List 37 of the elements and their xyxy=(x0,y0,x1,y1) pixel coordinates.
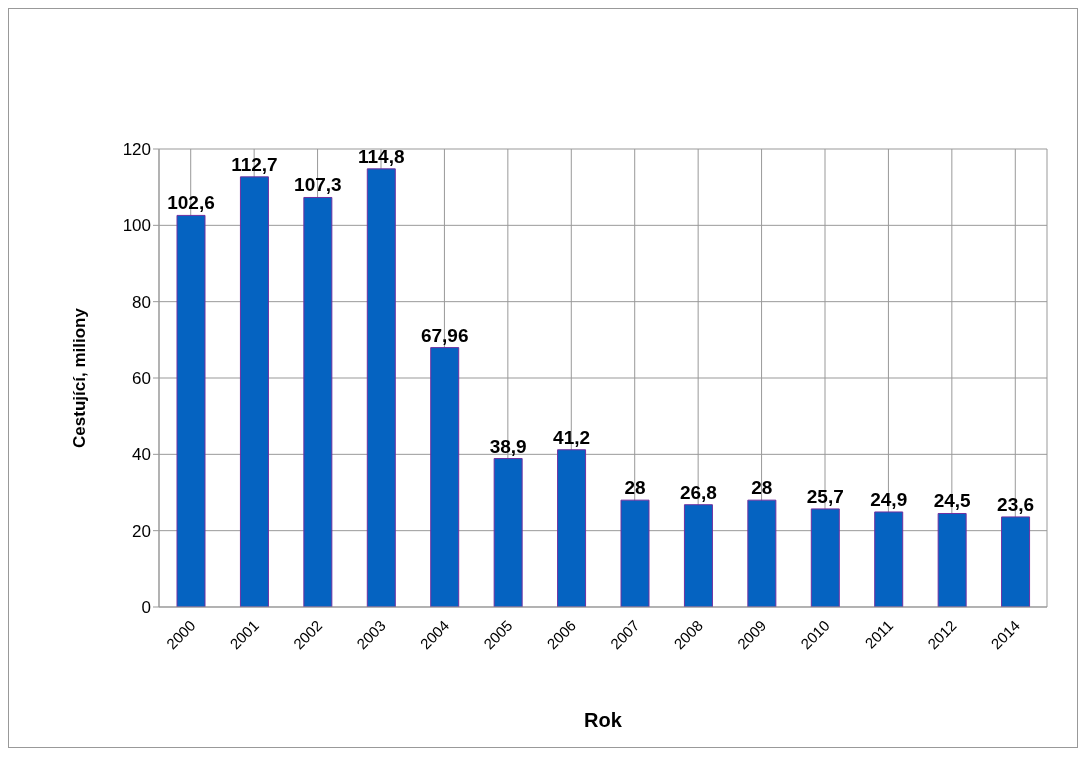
bar xyxy=(937,512,967,607)
y-tick-label: 60 xyxy=(132,369,151,389)
data-label: 26,8 xyxy=(679,481,717,503)
bar xyxy=(810,508,840,607)
bar xyxy=(747,499,777,607)
y-tick-label: 40 xyxy=(132,445,151,465)
data-label: 114,8 xyxy=(358,145,405,167)
data-label: 24,9 xyxy=(870,488,908,510)
bar xyxy=(303,196,333,607)
bar xyxy=(874,511,904,607)
y-axis-title: Cestující, miliony xyxy=(70,307,90,448)
data-label: 107,3 xyxy=(294,174,342,196)
data-label: 67,96 xyxy=(420,324,469,346)
bar xyxy=(620,499,650,607)
y-tick-label: 80 xyxy=(132,292,151,312)
data-label: 25,7 xyxy=(806,485,844,507)
y-tick-label: 120 xyxy=(122,140,151,160)
bar xyxy=(1001,516,1031,607)
data-label: 28 xyxy=(624,477,646,499)
data-label: 28 xyxy=(751,477,773,499)
data-label: 112,7 xyxy=(231,153,278,175)
bar xyxy=(239,176,269,607)
bar xyxy=(557,449,587,607)
data-label: 24,5 xyxy=(933,490,972,512)
y-tick-label: 0 xyxy=(141,598,151,618)
data-label: 102,6 xyxy=(167,192,215,214)
bar xyxy=(430,347,460,607)
y-tick-label: 20 xyxy=(132,521,151,541)
x-axis-title: Rok xyxy=(584,709,623,731)
bar xyxy=(366,168,396,607)
data-label: 23,6 xyxy=(997,493,1035,515)
bar xyxy=(176,214,206,607)
y-tick-label: 100 xyxy=(122,216,151,236)
bar xyxy=(683,504,713,607)
data-label: 38,9 xyxy=(489,435,527,457)
data-label: 41,2 xyxy=(553,426,591,448)
bar xyxy=(493,458,523,607)
